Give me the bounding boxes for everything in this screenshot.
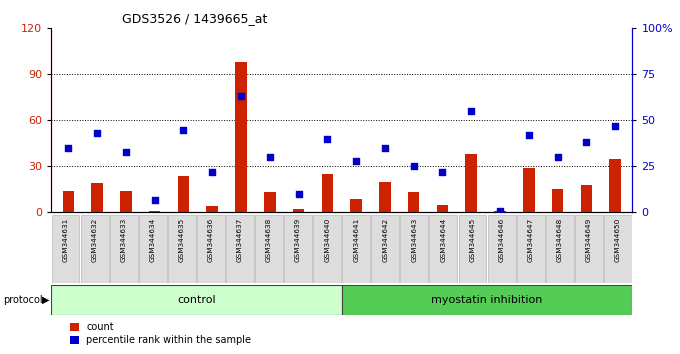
Bar [546,215,574,282]
Point [178,127,189,132]
Point [207,169,218,175]
Bar [63,191,74,212]
Text: GSM344647: GSM344647 [528,218,534,262]
Bar [91,183,103,212]
Bar [379,182,390,212]
Text: GSM344633: GSM344633 [120,218,126,262]
Text: GSM344634: GSM344634 [150,218,156,262]
Bar [458,215,486,282]
Bar [494,211,506,212]
Bar [51,285,341,315]
Bar [264,193,275,212]
Point [408,164,419,169]
Bar [575,215,602,282]
Text: GSM344635: GSM344635 [179,218,185,262]
Bar [235,62,247,212]
Text: GSM344639: GSM344639 [295,218,301,262]
Bar [401,215,428,282]
Point [120,149,131,154]
Text: protocol: protocol [3,295,43,305]
Text: GSM344638: GSM344638 [266,218,272,262]
Bar [168,215,196,282]
Text: ▶: ▶ [41,295,50,305]
Bar [437,205,448,212]
Text: GSM344631: GSM344631 [63,218,69,262]
Bar [517,215,545,282]
Text: GSM344637: GSM344637 [237,218,243,262]
Text: GSM344640: GSM344640 [324,218,330,262]
Point [466,108,477,114]
Bar [207,206,218,212]
Text: GSM344636: GSM344636 [208,218,214,262]
Bar [604,215,632,282]
Bar [581,185,592,212]
Bar [284,215,312,282]
Bar [609,159,621,212]
Point [149,197,160,202]
Bar [488,215,515,282]
Text: GSM344648: GSM344648 [557,218,563,262]
Point [63,145,73,151]
Bar [177,176,189,212]
Legend: count, percentile rank within the sample: count, percentile rank within the sample [66,319,256,349]
Text: GDS3526 / 1439665_at: GDS3526 / 1439665_at [122,12,268,25]
Bar [313,215,341,282]
Point [437,169,448,175]
Bar [551,189,563,212]
Bar [466,154,477,212]
Point [610,123,621,129]
Bar [322,174,333,212]
Point [379,145,390,151]
Bar [255,215,283,282]
Bar [120,191,132,212]
Text: GSM344649: GSM344649 [585,218,592,262]
Text: myostatin inhibition: myostatin inhibition [431,295,543,305]
Bar [81,215,109,282]
Bar [197,215,225,282]
Bar [109,215,137,282]
Text: GSM344632: GSM344632 [92,218,98,262]
Text: GSM344644: GSM344644 [441,218,447,262]
Bar [149,211,160,212]
Point [235,93,246,99]
Bar [350,199,362,212]
Bar [341,285,632,315]
Bar [226,215,254,282]
Bar [408,193,420,212]
Bar [523,168,534,212]
Point [524,132,534,138]
Text: GSM344645: GSM344645 [469,218,475,262]
Bar [293,209,304,212]
Bar [430,215,458,282]
Text: GSM344650: GSM344650 [615,218,621,262]
Text: GSM344643: GSM344643 [411,218,418,262]
Bar [52,215,80,282]
Point [293,191,304,197]
Point [552,154,563,160]
Text: GSM344641: GSM344641 [353,218,359,262]
Text: control: control [177,295,216,305]
Point [494,208,505,213]
Bar [139,215,167,282]
Point [322,136,333,142]
Text: GSM344642: GSM344642 [382,218,388,262]
Point [581,139,592,145]
Point [265,154,275,160]
Point [92,130,103,136]
Bar [342,215,370,282]
Bar [371,215,399,282]
Text: GSM344646: GSM344646 [498,218,505,262]
Point [351,158,362,164]
